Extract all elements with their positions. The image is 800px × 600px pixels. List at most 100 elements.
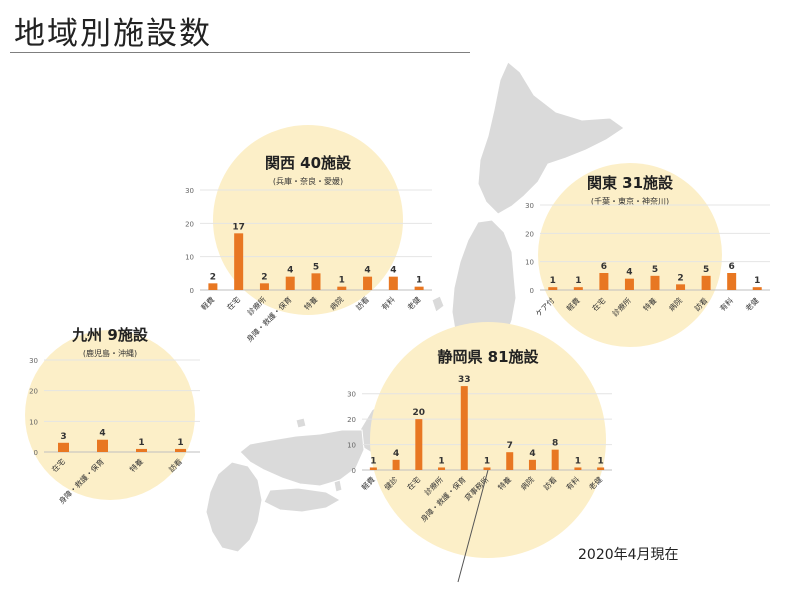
data-label: 4 bbox=[364, 266, 370, 276]
data-label: 2 bbox=[677, 273, 683, 283]
date-note: 2020年4月現在 bbox=[578, 547, 679, 563]
data-label: 20 bbox=[413, 408, 426, 418]
region-subtitle: (兵庫・奈良・愛媛) bbox=[273, 176, 343, 186]
bar bbox=[506, 452, 514, 470]
y-tick-label: 30 bbox=[29, 357, 38, 365]
region-bubble bbox=[538, 163, 722, 347]
bar bbox=[752, 287, 762, 290]
data-label: 4 bbox=[529, 449, 535, 459]
bar bbox=[597, 467, 605, 470]
title-divider bbox=[10, 52, 470, 53]
bar bbox=[727, 273, 737, 290]
data-label: 33 bbox=[458, 375, 471, 385]
y-tick-label: 20 bbox=[347, 416, 356, 424]
map-island-oki bbox=[295, 417, 307, 429]
y-tick-label: 20 bbox=[29, 388, 38, 396]
bar bbox=[58, 442, 69, 452]
data-label: 4 bbox=[99, 429, 105, 439]
y-tick-label: 10 bbox=[347, 442, 356, 450]
map-kinki-chugoku bbox=[239, 429, 365, 487]
bar bbox=[599, 273, 609, 290]
y-tick-label: 10 bbox=[185, 254, 194, 262]
map-kyushu bbox=[205, 461, 263, 553]
data-label: 1 bbox=[416, 276, 422, 286]
y-tick-label: 0 bbox=[352, 467, 356, 475]
bar bbox=[175, 448, 186, 452]
data-label: 1 bbox=[550, 276, 556, 286]
bar bbox=[337, 286, 347, 290]
bar bbox=[388, 276, 398, 290]
data-label: 7 bbox=[507, 441, 513, 451]
chart-kanto: 関東 31施設(千葉・東京・神奈川)01020301ケア付1軽費6在宅4診療所5… bbox=[525, 163, 770, 347]
bar bbox=[136, 448, 147, 452]
chart-kansai: 関西 40施設(兵庫・奈良・愛媛)01020302軽費17在宅2診療所4身障・救… bbox=[185, 125, 432, 344]
data-label: 4 bbox=[393, 449, 399, 459]
data-label: 5 bbox=[313, 262, 319, 272]
bar bbox=[414, 286, 424, 290]
region-title: 九州 9施設 bbox=[71, 326, 149, 344]
region-title: 静岡県 81施設 bbox=[437, 348, 539, 366]
map-shikoku bbox=[263, 487, 342, 513]
bar bbox=[483, 467, 491, 470]
data-label: 6 bbox=[601, 262, 607, 272]
bar bbox=[438, 467, 446, 470]
leader-line bbox=[457, 469, 489, 583]
y-tick-label: 30 bbox=[347, 391, 356, 399]
category-label: 有料 bbox=[379, 294, 397, 312]
bar bbox=[676, 284, 686, 290]
bar bbox=[574, 467, 582, 470]
region-bubble bbox=[213, 125, 403, 315]
map-island-awaji bbox=[333, 479, 343, 493]
data-label: 5 bbox=[703, 265, 709, 275]
bar bbox=[624, 278, 634, 290]
data-label: 5 bbox=[652, 265, 658, 275]
data-label: 1 bbox=[598, 456, 604, 466]
y-tick-label: 0 bbox=[34, 449, 38, 457]
y-tick-label: 0 bbox=[190, 287, 194, 295]
y-tick-label: 0 bbox=[530, 287, 534, 295]
data-label: 4 bbox=[390, 266, 396, 276]
category-label: 在宅 bbox=[224, 294, 242, 312]
y-tick-label: 20 bbox=[525, 230, 534, 238]
y-tick-label: 10 bbox=[29, 418, 38, 426]
bar bbox=[285, 276, 295, 290]
region-subtitle: (千葉・東京・神奈川) bbox=[591, 196, 669, 206]
data-label: 4 bbox=[626, 268, 632, 278]
bar bbox=[551, 449, 559, 470]
chart-shizuoka: 静岡県 81施設01020301軽費4健診20在宅1診療所33身障・救護・保育1… bbox=[347, 322, 612, 558]
data-label: 1 bbox=[438, 456, 444, 466]
region-title: 関西 40施設 bbox=[265, 154, 352, 172]
bar bbox=[528, 459, 536, 470]
y-tick-label: 30 bbox=[185, 187, 194, 195]
bar bbox=[548, 287, 558, 290]
data-label: 1 bbox=[138, 438, 144, 448]
region-subtitle: (鹿児島・沖縄) bbox=[83, 348, 137, 358]
data-label: 1 bbox=[575, 456, 581, 466]
category-label: 老健 bbox=[405, 294, 423, 312]
data-label: 3 bbox=[60, 432, 66, 442]
data-label: 4 bbox=[287, 266, 293, 276]
data-label: 1 bbox=[575, 276, 581, 286]
category-label: 軽費 bbox=[359, 474, 377, 492]
bar bbox=[208, 283, 218, 290]
data-label: 17 bbox=[232, 222, 245, 232]
bar bbox=[650, 275, 660, 290]
bar bbox=[234, 233, 244, 290]
bar bbox=[392, 459, 400, 470]
map-island-sado bbox=[431, 295, 445, 313]
data-label: 8 bbox=[552, 439, 558, 449]
y-tick-label: 10 bbox=[525, 259, 534, 267]
page-title: 地域別施設数 bbox=[14, 16, 212, 52]
region-title: 関東 31施設 bbox=[587, 174, 674, 192]
y-tick-label: 30 bbox=[525, 202, 534, 210]
bar bbox=[363, 276, 373, 290]
data-label: 2 bbox=[210, 272, 216, 282]
bar bbox=[701, 275, 711, 290]
data-label: 6 bbox=[729, 262, 735, 272]
y-tick-label: 20 bbox=[185, 220, 194, 228]
data-label: 1 bbox=[370, 456, 376, 466]
data-label: 1 bbox=[339, 276, 345, 286]
